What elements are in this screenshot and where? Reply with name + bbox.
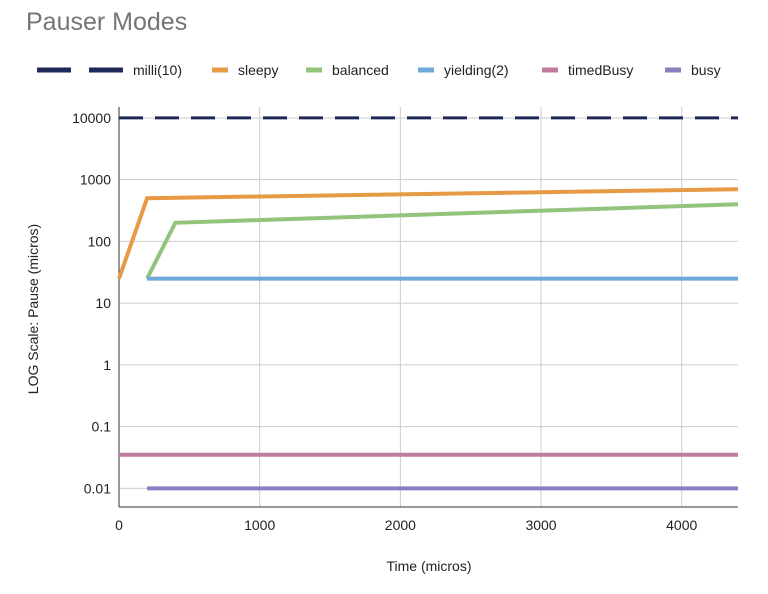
x-tick-label: 0 [115,517,123,533]
x-tick-label: 2000 [385,517,416,533]
legend-label: milli(10) [133,62,182,78]
y-tick-label: 0.01 [84,480,111,496]
legend-label: sleepy [238,62,278,78]
legend-item: timedBusy [542,62,633,78]
x-tick-label: 4000 [666,517,697,533]
legend-label: busy [691,62,721,78]
series-line-balanced [145,202,739,280]
y-tick-label: 10000 [72,110,111,126]
y-tick-label: 1000 [80,172,111,188]
legend-item: sleepy [212,62,278,78]
series-lines [117,116,739,491]
legend-item: yielding(2) [418,62,509,78]
legend-item: milli(10) [37,62,182,78]
legend-label: yielding(2) [444,62,509,78]
y-tick-label: 1 [103,357,111,373]
chart-title: Pauser Modes [26,8,188,36]
legend-label: timedBusy [568,62,633,78]
x-axis-title: Time (micros) [386,558,471,574]
x-tick-label: 3000 [525,517,556,533]
legend-label: balanced [332,62,389,78]
legend: milli(10) sleepy balanced yielding(2) timedB… [37,62,721,78]
legend-item: balanced [306,62,389,78]
legend-item: busy [665,62,721,78]
y-tick-label: 0.1 [92,419,112,435]
x-tick-label: 1000 [244,517,275,533]
series-line-sleepy [117,187,739,280]
grid-lines [119,107,738,507]
axes: 0.01 0.1 1 10 100 1000 10000 0 1000 2000 3000 4000 [72,107,738,533]
y-tick-label: 100 [88,233,112,249]
y-tick-label: 10 [95,295,111,311]
y-axis-title: LOG Scale: Pause (micros) [25,224,41,394]
